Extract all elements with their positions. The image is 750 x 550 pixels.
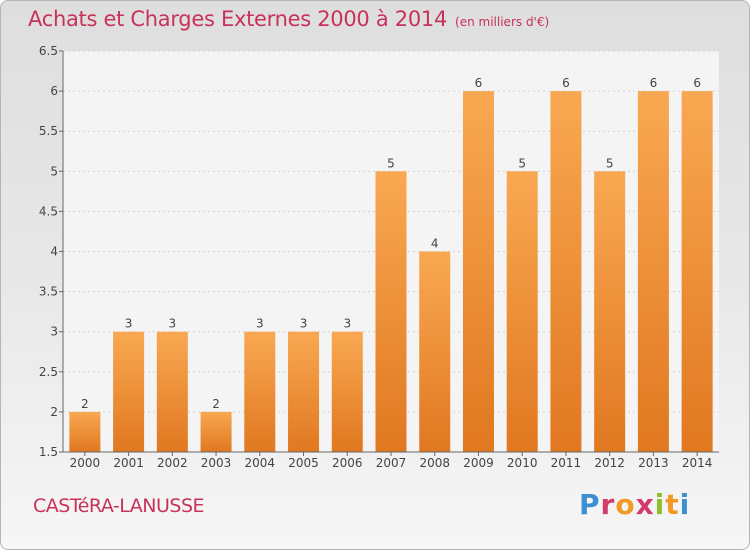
bar bbox=[200, 411, 232, 452]
bar bbox=[375, 171, 407, 453]
x-tick-label: 2010 bbox=[507, 456, 538, 470]
data-label: 6 bbox=[562, 76, 570, 90]
axes: 1.5 2 2.5 3 3.5 4 4.5 5 5.5 6 6.5 2000 2001 2002 2003 2… bbox=[39, 44, 719, 470]
bars: 2 3 3 2 3 3 3 5 4 6 5 6 5 6 6 bbox=[69, 76, 713, 453]
logo-letter: P bbox=[579, 488, 601, 521]
y-tick-label: 3.5 bbox=[39, 285, 58, 299]
data-label: 2 bbox=[212, 397, 220, 411]
logo-letter: x bbox=[635, 488, 655, 521]
data-label: 6 bbox=[693, 76, 701, 90]
y-tick-label: 4 bbox=[50, 245, 58, 259]
data-label: 6 bbox=[475, 76, 483, 90]
bar bbox=[462, 91, 494, 452]
commune-name: CASTéRA-LANUSSE bbox=[33, 495, 205, 517]
x-tick-label: 2012 bbox=[594, 456, 625, 470]
bar bbox=[681, 91, 713, 452]
data-label: 3 bbox=[300, 317, 308, 331]
data-label: 5 bbox=[387, 156, 395, 170]
data-label: 3 bbox=[256, 317, 264, 331]
data-label: 2 bbox=[81, 397, 89, 411]
y-tick-label: 2 bbox=[50, 405, 58, 419]
data-label: 3 bbox=[125, 317, 133, 331]
x-tick-label: 2008 bbox=[419, 456, 450, 470]
y-tick-label: 4.5 bbox=[39, 204, 58, 218]
chart-title-text: Achats et Charges Externes 2000 à 2014 bbox=[28, 7, 448, 31]
x-tick-label: 2003 bbox=[201, 456, 232, 470]
proxiti-logo: Proxiti bbox=[579, 488, 690, 521]
y-tick-label: 5.5 bbox=[39, 124, 58, 138]
x-tick-label: 2011 bbox=[551, 456, 582, 470]
bar bbox=[69, 411, 101, 452]
x-tick-label: 2014 bbox=[682, 456, 713, 470]
y-tick-label: 3 bbox=[50, 325, 58, 339]
bar bbox=[331, 331, 363, 452]
x-tick-label: 2005 bbox=[288, 456, 319, 470]
data-label: 4 bbox=[431, 237, 439, 251]
data-label: 6 bbox=[650, 76, 658, 90]
bar bbox=[550, 91, 582, 452]
y-tick-label: 1.5 bbox=[39, 445, 58, 459]
bar bbox=[594, 171, 626, 453]
logo-letter: i bbox=[679, 488, 691, 521]
x-tick-label: 2001 bbox=[113, 456, 144, 470]
bar bbox=[419, 251, 451, 452]
logo-letter: r bbox=[600, 488, 616, 521]
data-label: 3 bbox=[343, 317, 351, 331]
logo-letter: i bbox=[654, 488, 666, 521]
bar bbox=[156, 331, 188, 452]
x-tick-label: 2002 bbox=[157, 456, 188, 470]
data-label: 3 bbox=[169, 317, 177, 331]
x-tick-label: 2006 bbox=[332, 456, 363, 470]
bar bbox=[506, 171, 538, 453]
bar bbox=[244, 331, 276, 452]
logo-letter: o bbox=[615, 488, 636, 521]
bar bbox=[637, 91, 669, 452]
chart-title: Achats et Charges Externes 2000 à 2014 (e… bbox=[28, 7, 549, 31]
y-tick-label: 2.5 bbox=[39, 365, 58, 379]
data-label: 5 bbox=[606, 156, 614, 170]
y-tick-label: 6.5 bbox=[39, 44, 58, 58]
y-tick-label: 6 bbox=[50, 84, 58, 98]
x-tick-label: 2000 bbox=[70, 456, 101, 470]
bar bbox=[288, 331, 320, 452]
x-tick-label: 2007 bbox=[376, 456, 407, 470]
x-tick-label: 2013 bbox=[638, 456, 669, 470]
x-tick-label: 2004 bbox=[245, 456, 276, 470]
x-tick-label: 2009 bbox=[463, 456, 494, 470]
data-label: 5 bbox=[518, 156, 526, 170]
bar bbox=[113, 331, 145, 452]
chart-unit-label: (en milliers d'€) bbox=[455, 15, 550, 29]
y-tick-label: 5 bbox=[50, 164, 58, 178]
logo-letter: t bbox=[665, 488, 680, 521]
